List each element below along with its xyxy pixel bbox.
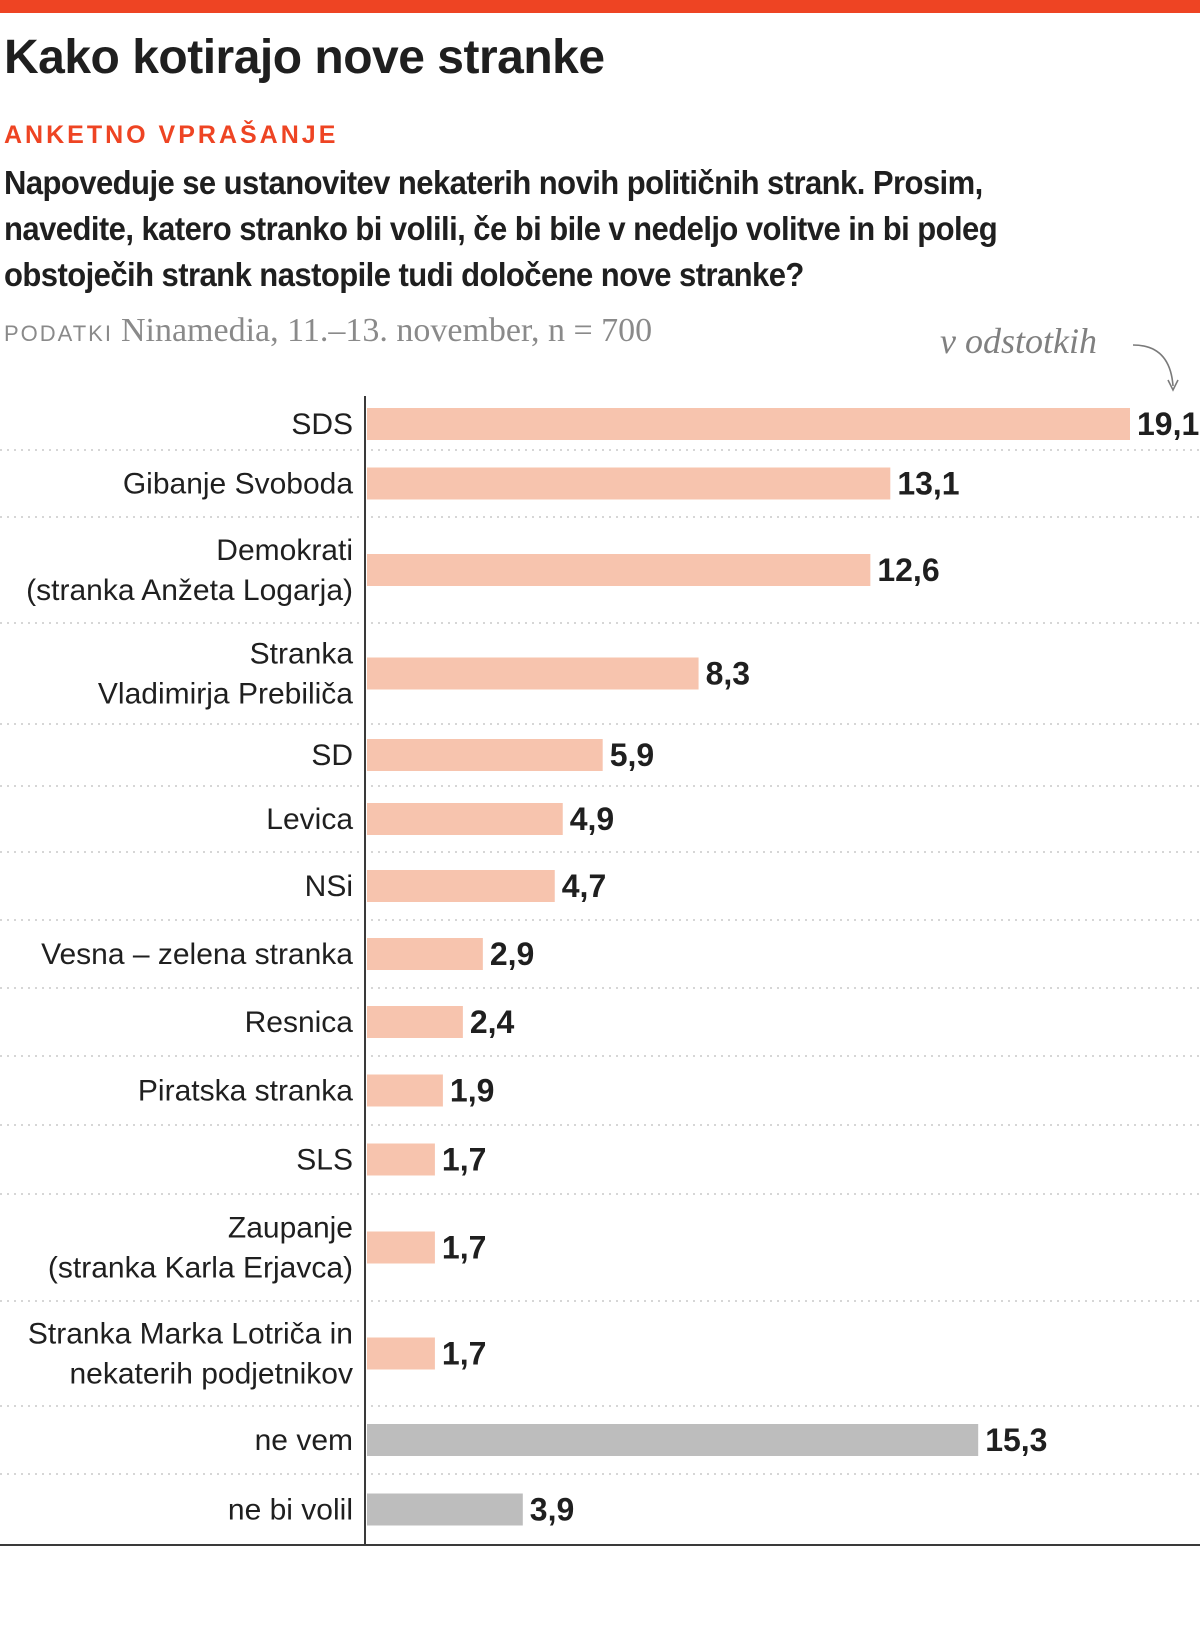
category-label: Levica (266, 803, 353, 836)
category-label: ne vem (255, 1424, 353, 1457)
chart-title: Kako kotirajo nove stranke (4, 31, 605, 84)
category-label: SLS (296, 1144, 353, 1177)
category-label: Zaupanje (228, 1212, 353, 1245)
category-label: Stranka Marka Lotriča in (28, 1318, 353, 1351)
value-label: 4,7 (562, 868, 606, 904)
survey-question-label: ANKETNO VPRAŠANJE (4, 121, 339, 149)
value-label: 2,4 (470, 1004, 515, 1040)
category-label: Resnica (245, 1006, 354, 1039)
bar (367, 554, 871, 586)
bar (367, 1231, 435, 1264)
value-label: 2,9 (490, 936, 534, 972)
bar (367, 1424, 979, 1456)
category-label: Demokrati (216, 534, 353, 567)
data-source: PODATKI Ninamedia, 11.–13. november, n = … (4, 312, 652, 350)
source-label: PODATKI (4, 321, 113, 346)
value-label: 5,9 (610, 737, 654, 773)
value-label: 8,3 (706, 656, 750, 692)
unit-arrow (1132, 344, 1174, 387)
value-label: 13,1 (897, 466, 959, 502)
category-label: Gibanje Svoboda (123, 468, 353, 501)
value-label: 15,3 (985, 1422, 1047, 1458)
value-label: 3,9 (530, 1492, 574, 1528)
source-text: Ninamedia, 11.–13. november, n = 700 (120, 312, 653, 349)
category-label: (stranka Anžeta Logarja) (26, 574, 353, 607)
bar (367, 1006, 463, 1038)
bar (367, 870, 555, 902)
value-label: 1,7 (442, 1142, 486, 1178)
bar (367, 1143, 435, 1176)
category-label: (stranka Karla Erjavca) (48, 1252, 353, 1285)
category-label: Vladimirja Prebiliča (98, 678, 353, 711)
category-label: NSi (305, 870, 353, 903)
bar (367, 1074, 443, 1107)
value-label: 1,7 (442, 1336, 486, 1372)
bar (367, 739, 603, 771)
category-label: Piratska stranka (138, 1075, 353, 1108)
category-label: SD (311, 739, 353, 772)
category-label: ne bi volil (228, 1494, 353, 1527)
value-label: 12,6 (877, 552, 939, 588)
value-label: 1,9 (450, 1073, 494, 1109)
category-label: nekaterih podjetnikov (69, 1358, 353, 1391)
bar (367, 467, 891, 500)
value-label: 1,7 (442, 1230, 486, 1266)
category-label: Stranka (250, 638, 354, 671)
top-accent-bar (0, 0, 1200, 13)
value-label: 4,9 (570, 801, 614, 837)
bar (367, 1337, 435, 1370)
value-label: 19,1 (1137, 406, 1199, 442)
bar (367, 408, 1130, 440)
bar (367, 938, 483, 970)
category-label: Vesna – zelena stranka (41, 938, 353, 971)
bar (367, 657, 699, 690)
category-label: SDS (291, 408, 353, 441)
bar (367, 1493, 523, 1526)
unit-note: v odstotkih (940, 321, 1097, 361)
bar (367, 803, 563, 835)
survey-question-text: Napoveduje se ustanovitev nekaterih novi… (4, 164, 998, 293)
unit-arrowhead (1167, 379, 1179, 392)
